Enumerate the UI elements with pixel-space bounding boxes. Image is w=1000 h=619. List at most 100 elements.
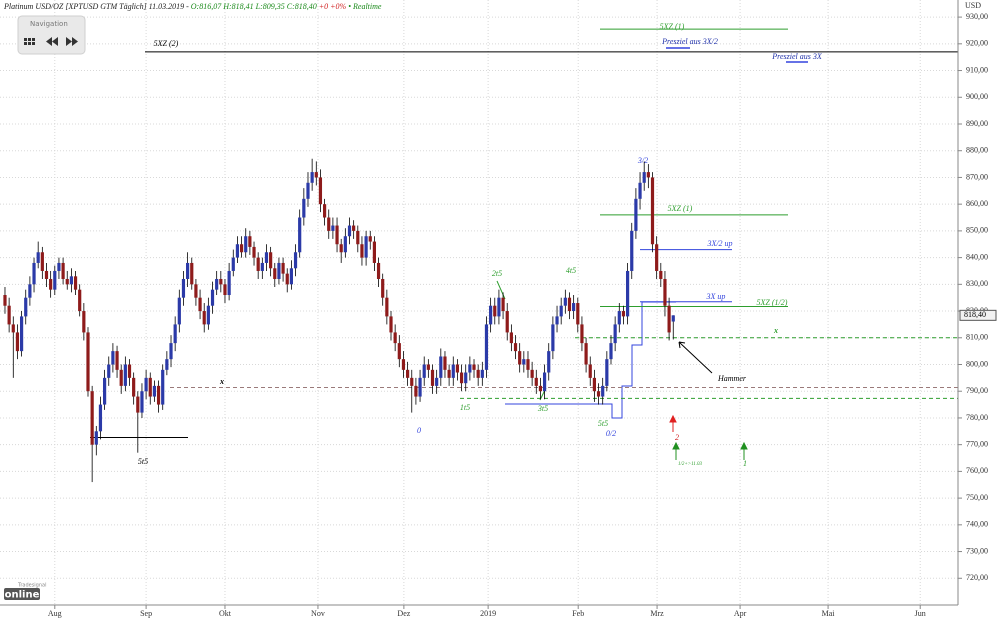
candle-body [65, 278, 69, 285]
candle-body [15, 332, 20, 352]
candle-body [136, 396, 140, 413]
annotation: 1t5 [460, 403, 470, 412]
level-label: x [219, 377, 224, 386]
candle-body [364, 236, 368, 258]
candle-body [385, 297, 389, 317]
candle-body [281, 262, 285, 274]
candle-body [497, 297, 501, 317]
y-tick-label: 880,00 [966, 146, 988, 155]
y-tick-label: 800,00 [966, 359, 988, 368]
candle-body [518, 351, 522, 365]
logo-brand: Tradesignal [17, 583, 46, 589]
annotation: Presziel aus 3X/2 [661, 37, 718, 46]
candle-body [638, 182, 642, 199]
candle-body [513, 343, 518, 352]
candle-body [223, 284, 227, 296]
candle-body [24, 297, 28, 317]
candle-body [165, 359, 169, 370]
candle-body [314, 172, 318, 178]
candle-body [227, 270, 231, 296]
annotation: 3t5 [537, 404, 548, 413]
candle-body [484, 324, 489, 370]
candle-body [601, 385, 605, 397]
y-tick-label: 770,00 [966, 439, 988, 448]
candle-body [401, 359, 406, 370]
candle-body [530, 369, 534, 378]
candle-body [459, 372, 464, 384]
last-price-label: 818,40 [964, 310, 986, 319]
candle-body [621, 311, 626, 317]
candle-body [107, 364, 111, 378]
candle-body [360, 244, 364, 258]
candle-body [613, 324, 617, 344]
overlay: 5XZ (2) 5XZ (1) 5XZ (1) 5XZ (1/2) 3X/2 up 3X … [90, 22, 958, 468]
annotation: 2t5 [492, 269, 502, 278]
candle-body [44, 270, 49, 279]
candle-body [78, 289, 82, 312]
candle-body [410, 377, 414, 386]
candle-body [260, 262, 264, 271]
candle-body [596, 391, 601, 397]
candle-body [439, 356, 443, 378]
candle-body [327, 217, 331, 231]
grid [0, 0, 958, 605]
candle-body [667, 305, 671, 333]
candle-body [235, 244, 240, 258]
candle-body [61, 262, 65, 279]
candle-body [634, 198, 638, 231]
forward-button[interactable] [66, 37, 78, 46]
candle-body [90, 391, 94, 445]
candle-body [493, 305, 497, 317]
annotation: 2 [675, 433, 679, 442]
candle-body [617, 311, 621, 325]
x-tick-label: Dez [397, 609, 410, 618]
candle-body [501, 297, 505, 312]
candle-body [418, 377, 422, 397]
x-tick-label: Okt [219, 609, 232, 618]
level-label: 3X/2 up [706, 239, 732, 248]
candle-body [464, 372, 468, 384]
annotation: 4t5 [566, 266, 576, 275]
candle-body [655, 244, 659, 271]
candle-body [302, 198, 306, 218]
candle-body [559, 305, 563, 317]
candle-body [57, 262, 61, 271]
candle-body [285, 273, 289, 285]
candle-body [248, 236, 252, 247]
level-label: 5XZ (1) [660, 22, 685, 31]
candle-body [148, 377, 152, 397]
candle-body [642, 172, 646, 183]
candle-body [40, 252, 44, 271]
x-tick-label: Mai [822, 609, 836, 618]
candle-body [289, 268, 293, 285]
annotation: 3/2 [637, 156, 648, 165]
annotation: 5t5 [598, 419, 608, 428]
level-label: x [773, 326, 778, 335]
candle-body [102, 377, 107, 405]
candle-body [36, 252, 40, 263]
candle-body [161, 369, 165, 405]
candle-body [127, 364, 132, 378]
signal-arrow [672, 441, 680, 460]
logo-box [4, 588, 40, 600]
rewind-button[interactable] [46, 37, 58, 46]
annotation: Presziel aus 3X [771, 52, 823, 61]
candle-body [476, 369, 480, 378]
candle-body [177, 297, 181, 325]
y-tick-label: 780,00 [966, 413, 988, 422]
candle-body [335, 225, 339, 245]
candle-body [310, 172, 314, 183]
grid-button[interactable] [24, 38, 35, 45]
level-label: 5t5 [138, 457, 148, 466]
y-tick-label: 900,00 [966, 92, 988, 101]
candle-body [82, 311, 86, 333]
candle-body [140, 391, 144, 413]
y-tick-label: 920,00 [966, 39, 988, 48]
status: • Realtime [348, 2, 382, 11]
y-tick-label: 910,00 [966, 65, 988, 74]
candle-body [132, 377, 136, 397]
candle-body [659, 270, 663, 279]
y-tick-label: 890,00 [966, 119, 988, 128]
